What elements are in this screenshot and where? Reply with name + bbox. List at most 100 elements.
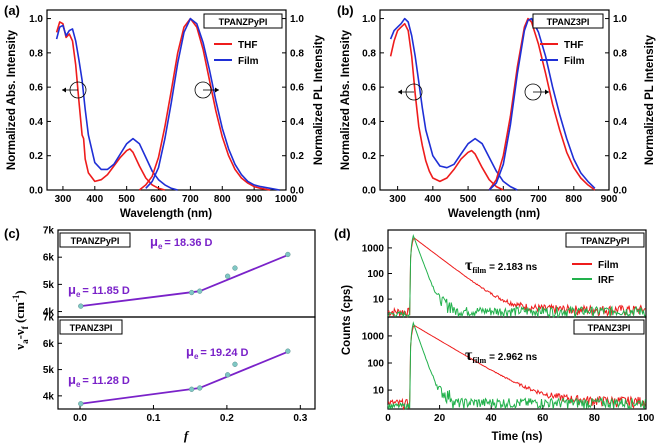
- panel-c-ann-top-right-sub: e: [158, 242, 163, 251]
- panel-b-yticks: 0.0 0.0 0.2 0.2 0.4 0.4 0.6 0.6 0.8 0.8 1.0 1.0: [362, 14, 627, 196]
- panel-a-xtick-label: 700: [182, 194, 199, 205]
- panel-a-plot: [55, 17, 280, 191]
- panel-b-ytick-label-right: 0.8: [613, 48, 627, 59]
- panel-d-ytick-label: 1000: [362, 331, 385, 342]
- panel-b-series-film-pl: [488, 17, 596, 191]
- panel-c-ylabel-nu-f: -ν: [12, 329, 27, 339]
- panel-c-ylabel: νa-νf (cm-1): [11, 290, 30, 350]
- panel-c-fit-bottom-low: [80, 387, 200, 405]
- panel-c-ann-bottom-right-sub: e: [194, 352, 199, 361]
- panel-a-xtick-label: 300: [55, 194, 72, 205]
- panel-b-xtick-label: 300: [389, 194, 406, 205]
- panel-c-xlabel: f: [184, 428, 190, 443]
- panel-b-ytick-label-right: 0.6: [613, 83, 627, 94]
- panel-b-name-box: [532, 13, 604, 29]
- panel-d-xtick-label: 100: [638, 413, 655, 424]
- panel-d-irf-bottom: [387, 321, 646, 410]
- panel-b-ytick-label-left: 1.0: [362, 14, 376, 25]
- panel-a-series-film-pl: [145, 17, 280, 191]
- panel-a-ytick-label-left: 1.0: [29, 14, 43, 25]
- panel-c-ann-bottom-right-val: 19.24 D: [210, 347, 249, 359]
- panel-b-xtick-label: 600: [495, 194, 512, 205]
- panel-a-ytick-label-left: 0.8: [29, 48, 43, 59]
- panel-d-xlabel: Time (ns): [492, 431, 543, 443]
- panel-c-point-bottom: [78, 401, 84, 407]
- panel-d-ytick-label: 10: [373, 295, 385, 306]
- panel-c-ann-bottom-left: μe = 11.28 D: [68, 372, 130, 389]
- panel-c-ann-top-right: μe = 18.36 D: [150, 234, 212, 251]
- panel-c-plot: [78, 251, 291, 407]
- panel-d-top-name-box: [565, 232, 645, 248]
- panel-c-ann-top-right-eq: =: [164, 237, 173, 249]
- panel-c-point-bottom: [188, 386, 195, 392]
- panel-b-label: (b): [337, 3, 354, 18]
- panel-c-ann-bottom-left-val: 11.28 D: [92, 375, 130, 387]
- panel-b-abs-arrowhead: [398, 89, 402, 95]
- panel-a-abs-arrowhead: [62, 87, 66, 93]
- panel-d-ytick-label: 100: [367, 269, 384, 280]
- panel-a-xlabel: Wavelength (nm): [120, 208, 212, 220]
- panel-a-xtick-label: 1000: [275, 194, 298, 205]
- panel-c-fit-top-high: [199, 253, 290, 293]
- panel-b-series-thf-abs: [389, 22, 504, 191]
- panel-a-xtick-label: 500: [118, 194, 135, 205]
- panel-c-top-name: TPANZPyPI: [71, 236, 120, 246]
- panel-c-top-name-box: [59, 232, 131, 248]
- panel-a-ytick-label-left: 0.4: [29, 117, 43, 128]
- panel-c-xtick-label: 0.3: [293, 413, 307, 424]
- panel-d-irf-top: [387, 233, 646, 319]
- panel-b-pl-arrowhead: [545, 89, 549, 95]
- panel-c-ann-top-right-mu: μ: [150, 234, 158, 249]
- panel-b-legend-thf: THF: [564, 40, 583, 51]
- panel-d-film-decay-bottom: [387, 324, 646, 411]
- panel-b-ytick-label-left: 0.0: [362, 186, 376, 197]
- panel-c-fit-top-low: [80, 290, 200, 308]
- panel-d-film-decay-top: [387, 237, 646, 318]
- panel-c-bottom-name: TPANZ3PI: [70, 323, 113, 333]
- panel-a-name: TPANZPyPI: [219, 17, 268, 27]
- panel-d-tau-top-value: = 2.183 ns: [489, 262, 538, 273]
- panel-c-ann-bottom-right: μe = 19.24 D: [186, 344, 248, 361]
- panel-b-ylabel-left: Normalized Abs. Intensity: [340, 29, 352, 170]
- panel-a-series-thf-abs: [55, 21, 166, 191]
- panel-a-ytick-label-right: 0.2: [290, 151, 304, 162]
- panel-c-ytick-label: 6k: [43, 253, 55, 264]
- panel-a-frame: [46, 9, 287, 191]
- panel-d-bottom-name: TPANZ3PI: [588, 323, 631, 333]
- panel-b-xlabel: Wavelength (nm): [448, 208, 540, 220]
- panel-c-point-bottom: [285, 348, 291, 354]
- panel-b-series-film-abs: [389, 17, 518, 191]
- panel-c-ann-top-left-mu: μ: [68, 282, 76, 297]
- panel-d-xtick-label: 60: [537, 413, 549, 424]
- panel-d-top-name: TPANZPyPI: [581, 236, 630, 246]
- panel-b-xtick-label: 800: [565, 194, 582, 205]
- panel-c-ytick-label: 6k: [43, 339, 55, 350]
- panel-b-legend-film: Film: [564, 56, 585, 67]
- panel-d-ytick-label: 1000: [362, 243, 385, 254]
- panel-c-xtick-label: 0.0: [73, 413, 87, 424]
- panel-b-ylabel-right: Normalized PL Intensity: [644, 34, 656, 165]
- panel-b-xtick-label: 900: [601, 194, 618, 205]
- panel-b-ytick-label-right: 1.0: [613, 14, 627, 25]
- panel-b-xtick-label: 500: [460, 194, 477, 205]
- panel-d-tau-bottom-symbol: τ: [465, 347, 473, 364]
- panel-c-bottom-frame: [57, 316, 316, 410]
- panel-c-xtick-label: 0.1: [147, 413, 161, 424]
- panel-c-fit-bottom-high: [199, 350, 290, 389]
- panel-a-ytick-label-left: 0.0: [29, 186, 43, 197]
- panel-d-xtick-label: 80: [589, 413, 601, 424]
- panel-c-ann-top-left-eq: =: [82, 285, 91, 297]
- panel-d-tau-bottom: τfilm = 2.962 ns: [465, 347, 538, 365]
- panel-d-tau-top-symbol: τ: [465, 257, 473, 274]
- panel-a-ytick-label-right: 0.4: [290, 117, 304, 128]
- panel-d-tau-bottom-sub: film: [472, 356, 486, 365]
- panel-b-ytick-label-right: 0.4: [613, 117, 627, 128]
- panel-c-ytick-label: 4k: [43, 307, 55, 318]
- panel-b-xticks: 300 400 500 600 700 800 900: [389, 186, 618, 205]
- panel-c-ytick-label: 4k: [43, 391, 55, 402]
- panel-a-ylabel-right: Normalized PL Intensity: [313, 34, 325, 165]
- panel-a-xtick-label: 400: [86, 194, 103, 205]
